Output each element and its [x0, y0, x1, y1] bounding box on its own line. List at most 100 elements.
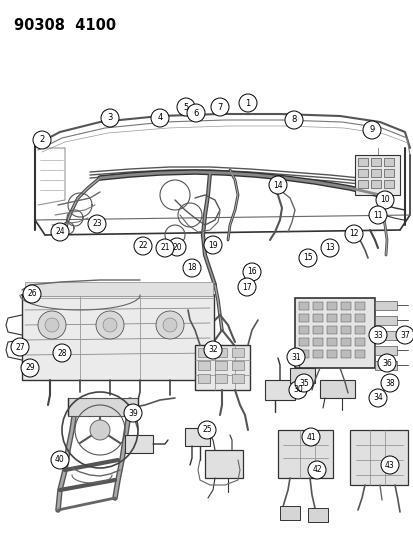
- Bar: [326, 350, 336, 358]
- Bar: [197, 361, 209, 370]
- Bar: [383, 169, 393, 177]
- Bar: [370, 180, 380, 188]
- Circle shape: [294, 374, 312, 392]
- Circle shape: [134, 237, 152, 255]
- Text: 36: 36: [381, 359, 391, 367]
- Bar: [374, 316, 396, 325]
- Text: 21: 21: [160, 244, 169, 253]
- Circle shape: [168, 238, 185, 256]
- Text: 27: 27: [15, 343, 25, 351]
- Bar: [231, 348, 243, 357]
- Bar: [354, 302, 364, 310]
- Text: 24: 24: [55, 228, 65, 237]
- Circle shape: [53, 344, 71, 362]
- Bar: [231, 374, 243, 383]
- Bar: [340, 302, 350, 310]
- Bar: [214, 374, 226, 383]
- Circle shape: [288, 381, 306, 399]
- Bar: [370, 169, 380, 177]
- Circle shape: [51, 451, 69, 469]
- Bar: [326, 326, 336, 334]
- Text: 38: 38: [384, 378, 394, 387]
- Bar: [22, 295, 214, 380]
- Bar: [357, 169, 367, 177]
- Bar: [214, 348, 226, 357]
- Bar: [197, 374, 209, 383]
- Bar: [326, 314, 336, 322]
- Bar: [197, 348, 209, 357]
- Bar: [340, 350, 350, 358]
- Bar: [68, 398, 138, 416]
- Circle shape: [368, 326, 386, 344]
- Circle shape: [238, 94, 256, 112]
- Circle shape: [151, 109, 169, 127]
- Bar: [374, 331, 396, 340]
- Bar: [307, 508, 327, 522]
- Bar: [354, 155, 399, 195]
- Circle shape: [183, 259, 201, 277]
- Circle shape: [156, 311, 183, 339]
- Circle shape: [307, 461, 325, 479]
- Bar: [312, 302, 322, 310]
- Circle shape: [268, 176, 286, 194]
- Bar: [125, 435, 153, 453]
- Text: 32: 32: [208, 345, 217, 354]
- Text: 5: 5: [183, 102, 188, 111]
- Bar: [354, 350, 364, 358]
- Text: 9: 9: [368, 125, 374, 134]
- Bar: [340, 338, 350, 346]
- Bar: [298, 338, 308, 346]
- Bar: [264, 380, 294, 400]
- Text: 42: 42: [311, 465, 321, 474]
- Text: 35: 35: [299, 378, 308, 387]
- Bar: [319, 380, 354, 398]
- Bar: [279, 506, 299, 520]
- Bar: [298, 314, 308, 322]
- Circle shape: [21, 359, 39, 377]
- Circle shape: [377, 354, 395, 372]
- Bar: [312, 326, 322, 334]
- Text: 90308  4100: 90308 4100: [14, 18, 116, 33]
- Bar: [25, 282, 212, 296]
- Bar: [357, 180, 367, 188]
- Text: 30: 30: [292, 385, 302, 394]
- Circle shape: [320, 239, 338, 257]
- Circle shape: [204, 236, 221, 254]
- Text: 34: 34: [372, 393, 382, 402]
- Text: 12: 12: [349, 230, 358, 238]
- Text: 20: 20: [172, 243, 181, 252]
- Circle shape: [375, 191, 393, 209]
- Bar: [326, 338, 336, 346]
- Text: 33: 33: [372, 330, 382, 340]
- Bar: [298, 302, 308, 310]
- Circle shape: [45, 318, 59, 332]
- Text: 16: 16: [247, 268, 256, 277]
- Circle shape: [211, 98, 228, 116]
- Bar: [340, 314, 350, 322]
- Bar: [298, 350, 308, 358]
- Text: 25: 25: [202, 425, 211, 434]
- Text: 23: 23: [92, 220, 102, 229]
- Circle shape: [242, 263, 260, 281]
- Text: 14: 14: [273, 181, 282, 190]
- Text: 10: 10: [379, 196, 389, 205]
- Text: 41: 41: [306, 432, 315, 441]
- Text: 8: 8: [291, 116, 296, 125]
- Text: 17: 17: [242, 282, 251, 292]
- Circle shape: [298, 249, 316, 267]
- Bar: [298, 326, 308, 334]
- Bar: [354, 326, 364, 334]
- Text: 3: 3: [107, 114, 112, 123]
- Circle shape: [163, 318, 177, 332]
- Bar: [374, 346, 396, 355]
- Circle shape: [187, 104, 204, 122]
- Bar: [294, 298, 374, 368]
- Text: 15: 15: [302, 254, 312, 262]
- Text: 2: 2: [39, 135, 45, 144]
- Bar: [312, 314, 322, 322]
- Circle shape: [88, 215, 106, 233]
- Text: 43: 43: [384, 461, 394, 470]
- Text: 1: 1: [245, 99, 250, 108]
- Circle shape: [38, 311, 66, 339]
- Circle shape: [90, 420, 110, 440]
